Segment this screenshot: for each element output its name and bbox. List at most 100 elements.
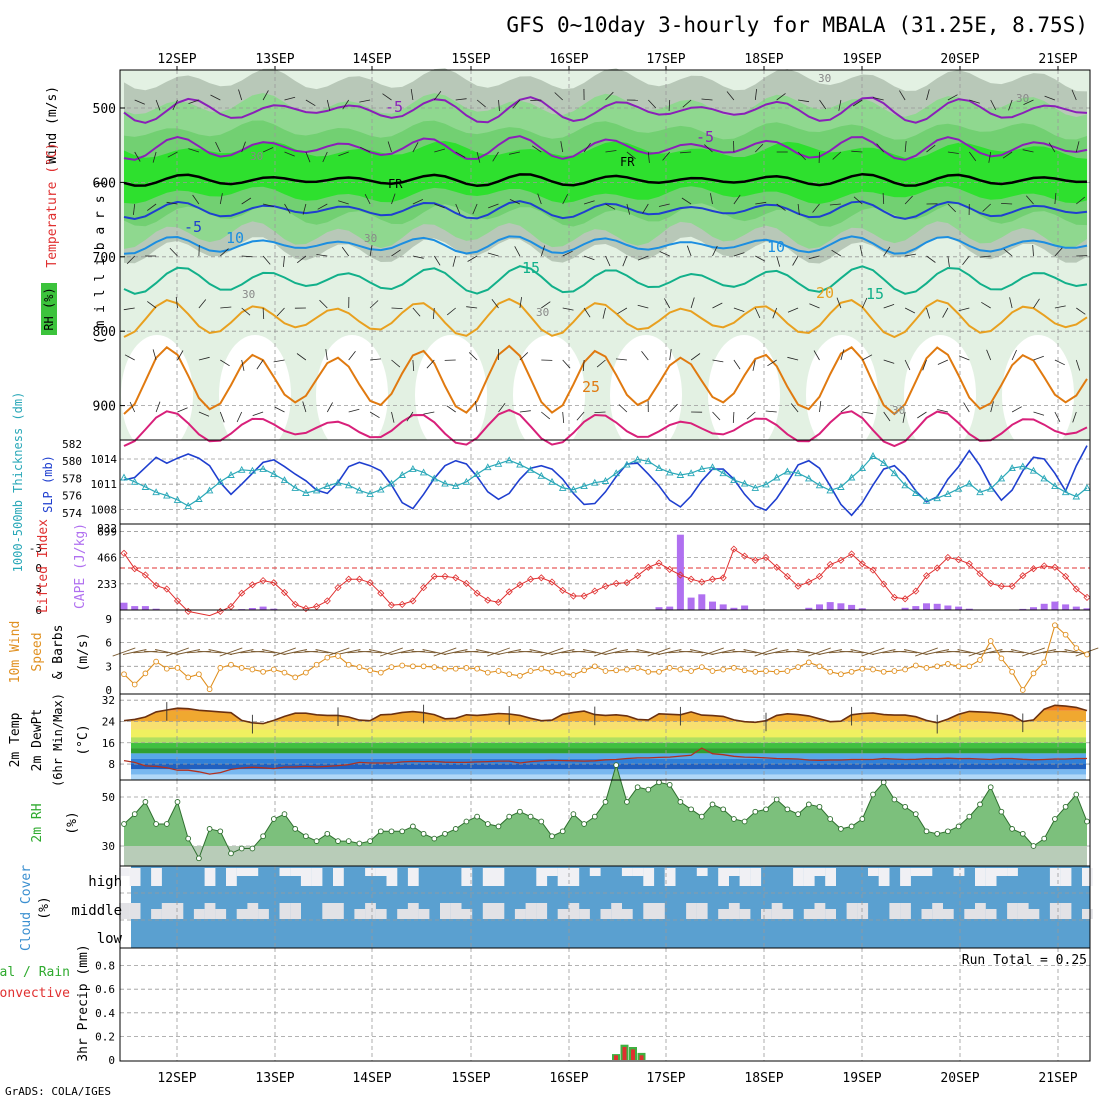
rh2m-point-19 (324, 830, 331, 837)
rh2m-point-31 (452, 826, 459, 832)
wind10-barb-0 (112, 647, 136, 657)
li-point-43 (580, 592, 588, 600)
rh2m-point-16 (292, 826, 299, 832)
li-point-71 (880, 580, 888, 588)
wind-barb-63-6 (790, 403, 799, 413)
wind-barb-81-3 (979, 255, 991, 258)
wind10-point-47 (624, 666, 630, 673)
contour-label-30a: 30 (250, 150, 263, 163)
wind10-point-73 (902, 666, 908, 673)
wind-barb-31-1 (455, 151, 466, 158)
wind10-barb-70 (861, 647, 885, 657)
li-point-70 (869, 566, 877, 574)
wind-barb-27-2 (412, 199, 424, 205)
wind-barb-83-1 (1002, 151, 1013, 159)
wind-barb-35-6 (498, 402, 506, 413)
wind10-barb-81 (978, 649, 1003, 655)
wind-barb-53-0 (682, 99, 692, 108)
cloud-high-gap-74 (910, 868, 922, 876)
wind10-point-9 (217, 665, 224, 671)
thickness-point-87 (1051, 482, 1059, 490)
rh2m-point-30 (442, 830, 448, 837)
dry-blob-4 (513, 335, 585, 455)
wind-barb-13-6 (252, 411, 264, 416)
wind10-barb-14 (262, 649, 286, 655)
li-point-36 (505, 588, 513, 596)
wind-barb-75-6 (917, 411, 927, 419)
wind-barb-29-3 (433, 255, 441, 266)
cloud-high-gap-59 (750, 868, 762, 886)
li-point-78 (955, 556, 963, 564)
rh2m-point-27 (410, 823, 416, 830)
thickness-point-86 (1040, 474, 1048, 482)
wind10-barb-60 (754, 647, 778, 657)
wind-barb-63-5 (787, 356, 799, 361)
thickness-point-15 (280, 476, 289, 484)
rh2m-point-67 (838, 826, 844, 832)
wind10-barb-55 (701, 647, 724, 657)
cloud-high-gap-34 (482, 868, 494, 886)
rh2m-ticks: 50 30 (102, 791, 115, 853)
wind10-point-33 (474, 665, 480, 672)
wind10-point-42 (570, 672, 577, 678)
wind-barb-69-0 (852, 99, 863, 107)
thickness-point-32 (462, 477, 471, 485)
wind10-point-66 (827, 668, 834, 675)
cloud-mid-gap-64 (803, 909, 815, 919)
li-point-77 (944, 553, 952, 562)
wind10-barb-74 (904, 649, 928, 655)
wind10-point-32 (463, 665, 470, 671)
wind-barb-85-6 (1033, 411, 1045, 416)
cloud-mid-gap-61 (771, 903, 783, 919)
wind10-point-5 (174, 665, 181, 671)
wind10-barb-45 (594, 647, 617, 657)
wind-barb-51-6 (669, 403, 678, 413)
rh2m-area (124, 765, 1087, 866)
wind10-tick-6: 6 (105, 637, 112, 650)
wind-barb-79-6 (963, 402, 970, 413)
li-point-82 (997, 582, 1005, 590)
thickness-point-78 (954, 484, 963, 492)
rh2m-point-39 (538, 818, 545, 825)
wind-barb-85-2 (1025, 195, 1034, 205)
wind10-barb-54 (690, 649, 714, 655)
wind-barb-7-6 (198, 411, 210, 417)
li-line (123, 548, 1088, 617)
li-point-60 (762, 553, 770, 562)
cloud-high-gap-18 (311, 868, 323, 886)
thickness-point-89 (1072, 492, 1081, 500)
wind-barb-49-1 (647, 151, 650, 163)
cloud-mid-gap-32 (461, 909, 473, 919)
wind10-point-38 (527, 668, 534, 674)
contour-label-30f: 30 (1016, 92, 1029, 105)
cloud-mid-gap-76 (932, 903, 943, 919)
wind-barb-5-4 (175, 297, 178, 309)
rh2m-point-21 (345, 838, 352, 844)
wind-barb-23-4 (369, 300, 379, 309)
wind10-point-16 (292, 674, 299, 681)
cloud-high-gap-56 (718, 868, 729, 886)
wind10-point-20 (335, 653, 341, 659)
li-point-66 (826, 560, 834, 569)
temp-band-4 (131, 737, 1086, 743)
thickness-tick-574: 574 (62, 507, 82, 520)
wind10-barb-41 (550, 649, 575, 655)
thickness-point-16 (291, 483, 299, 491)
wind10-point-49 (645, 668, 652, 675)
thickness-point-1 (130, 477, 139, 485)
date-top-18SEP: 18SEP (744, 52, 783, 67)
wind10-point-40 (549, 668, 555, 675)
wind-barb-37-3 (514, 246, 521, 257)
rh2m-point-15 (281, 811, 288, 817)
li-point-75 (922, 572, 931, 580)
wind-barb-51-5 (669, 349, 672, 361)
wind10-barb-38 (518, 650, 543, 654)
cloud-mid-gap-23 (365, 903, 376, 919)
wind-barb-77-1 (947, 151, 959, 154)
li-point-41 (559, 586, 567, 594)
li-point-3 (152, 581, 160, 590)
cape-bar-2 (141, 606, 149, 610)
slp-ylabel: 1000-500mb Thickness (dm) (11, 392, 25, 573)
wind10-point-76 (934, 663, 941, 670)
wind-barb-77-6 (937, 409, 948, 413)
